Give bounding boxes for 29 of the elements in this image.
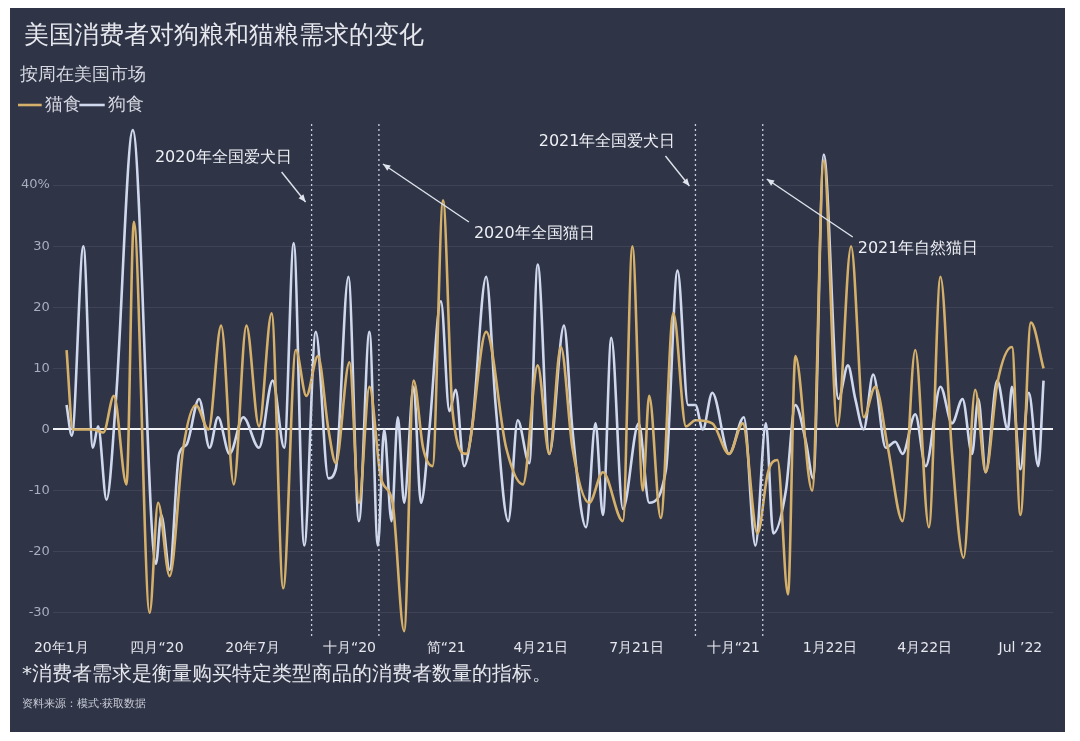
y-tick-label: 40%	[20, 176, 50, 192]
legend-label: 猫食	[45, 92, 81, 114]
x-tick-label: 20年1月	[33, 639, 89, 656]
x-tick-label: 四月“20	[130, 639, 184, 656]
y-tick-label: -10	[28, 481, 50, 497]
ref-line-label: 2021年自然猫日	[857, 238, 979, 258]
x-tick-label: 4月21日	[513, 639, 569, 656]
x-tick-label: 十月“21	[706, 639, 760, 656]
ref-line-label: 2020年全国爱犬日	[154, 147, 292, 167]
x-tick-label: Jul ’22	[997, 639, 1043, 656]
x-tick-label: 20年7月	[225, 639, 281, 656]
text: *消费者需求是衡量购买特定类型商品的消费者数量的指标。	[22, 660, 552, 687]
y-tick-label: 20	[33, 298, 50, 314]
ref-line-label: 2020年全国猫日	[473, 223, 595, 243]
chart-title: 美国消费者对狗粮和猫粮需求的变化	[24, 19, 424, 51]
y-tick-label: 10	[33, 359, 50, 375]
x-tick-label: 十月“20	[322, 639, 376, 656]
text: 资料来源：模式·获取数据	[22, 696, 147, 711]
legend-label: 狗食	[108, 92, 144, 114]
y-tick-label: 0	[41, 420, 50, 436]
ref-line-label: 2021年全国爱犬日	[538, 131, 676, 151]
y-tick-label: -20	[28, 543, 50, 559]
x-tick-label: 简“21	[426, 639, 466, 656]
x-tick-label: 1月22日	[802, 639, 858, 656]
x-tick-label: 4月22日	[897, 639, 953, 656]
y-tick-label: 30	[33, 237, 50, 253]
chart-subtitle: 按周在美国市场	[20, 62, 146, 86]
x-tick-label: 7月21日	[609, 639, 664, 656]
y-tick-label: -30	[28, 604, 50, 620]
